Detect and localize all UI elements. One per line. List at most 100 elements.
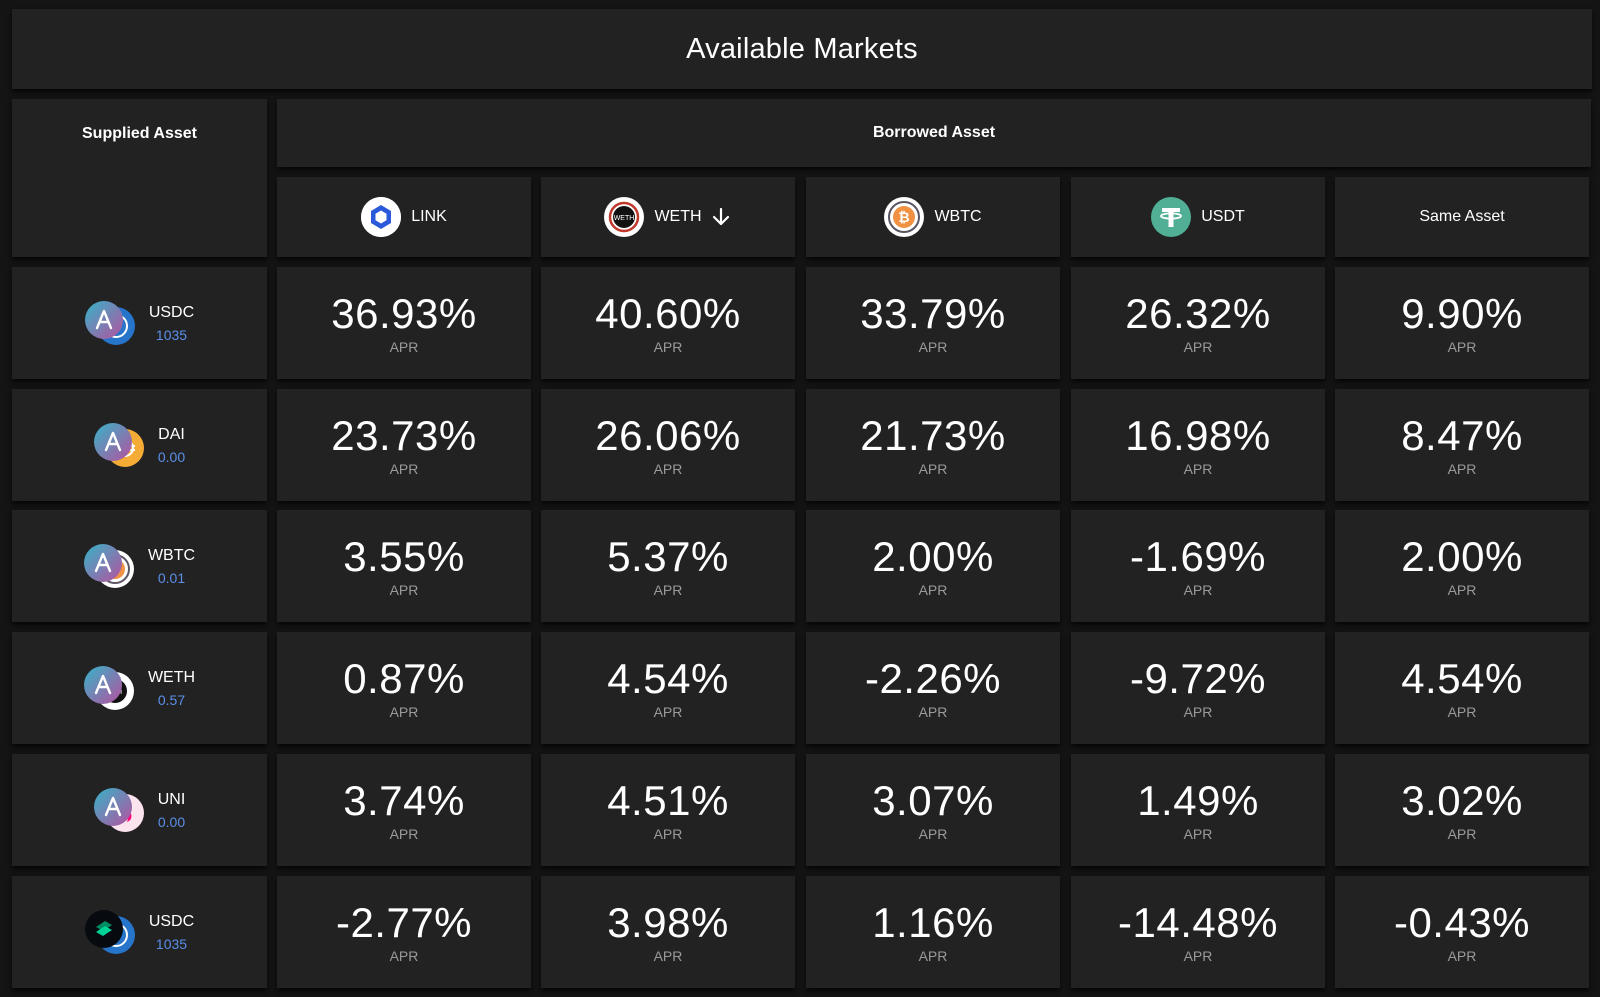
apr-value: 4.51% bbox=[607, 777, 729, 824]
apr-cell[interactable]: 5.37% APR bbox=[541, 510, 795, 622]
apr-cell[interactable]: 21.73% APR bbox=[806, 389, 1060, 501]
apr-value: -2.77% bbox=[335, 899, 473, 946]
column-label-wbtc: WBTC bbox=[934, 208, 982, 225]
column-label-weth: WETH bbox=[654, 208, 702, 225]
column-header-wbtc[interactable]: ₿ WBTC bbox=[806, 177, 1060, 257]
apr-cell[interactable]: 23.73% APR bbox=[277, 389, 531, 501]
asset-pair-icon: $ bbox=[84, 910, 137, 954]
apr-cell[interactable]: 4.54% APR bbox=[1335, 632, 1589, 744]
apr-label: APR bbox=[653, 826, 683, 842]
apr-value: 0.87% bbox=[343, 655, 465, 702]
arrow-down-icon[interactable] bbox=[710, 206, 732, 228]
apr-label: APR bbox=[1447, 704, 1477, 720]
apr-label: APR bbox=[1447, 461, 1477, 477]
supplied-row-dai[interactable]: DAI 0.00 bbox=[12, 389, 267, 501]
supplied-row-usdc-aave[interactable]: $ USDC 1035 bbox=[12, 267, 267, 379]
apr-cell[interactable]: 4.54% APR bbox=[541, 632, 795, 744]
column-label-same-asset: Same Asset bbox=[1419, 208, 1505, 225]
apr-label: APR bbox=[1183, 826, 1213, 842]
apr-value: 3.07% bbox=[872, 777, 994, 824]
asset-symbol: USDC bbox=[148, 912, 195, 930]
wbtc-icon: ₿ bbox=[884, 197, 925, 237]
apr-value: -1.69% bbox=[1129, 533, 1267, 580]
page-title: Available Markets bbox=[12, 9, 1592, 89]
apr-cell[interactable]: 4.51% APR bbox=[541, 754, 795, 866]
column-label-link: LINK bbox=[411, 208, 447, 225]
apr-label: APR bbox=[653, 704, 683, 720]
svg-text:WETH: WETH bbox=[614, 215, 635, 222]
apr-value: 33.79% bbox=[860, 290, 1006, 337]
apr-cell[interactable]: -9.72% APR bbox=[1071, 632, 1325, 744]
apr-value: -14.48% bbox=[1118, 899, 1278, 946]
asset-balance: 1035 bbox=[155, 935, 188, 952]
apr-value: -9.72% bbox=[1129, 655, 1267, 702]
asset-symbol: DAI bbox=[158, 425, 185, 443]
column-header-weth[interactable]: WETH WETH bbox=[541, 177, 795, 257]
asset-symbol: USDC bbox=[148, 303, 195, 321]
apr-cell[interactable]: 1.16% APR bbox=[806, 876, 1060, 988]
apr-label: APR bbox=[918, 461, 948, 477]
aave-icon bbox=[93, 423, 132, 461]
apr-value: 5.37% bbox=[607, 533, 729, 580]
apr-value: 4.54% bbox=[1401, 655, 1523, 702]
apr-cell[interactable]: 26.06% APR bbox=[541, 389, 795, 501]
borrowed-asset-header: Borrowed Asset bbox=[277, 99, 1591, 167]
apr-cell[interactable]: 33.79% APR bbox=[806, 267, 1060, 379]
column-header-link[interactable]: LINK bbox=[277, 177, 531, 257]
asset-pair-icon: ETH bbox=[83, 666, 136, 710]
supplied-row-usdc-compound[interactable]: $ USDC 1035 bbox=[12, 876, 267, 988]
supplied-row-weth[interactable]: ETH WETH 0.57 bbox=[12, 632, 267, 744]
apr-label: APR bbox=[1447, 582, 1477, 598]
apr-cell[interactable]: 26.32% APR bbox=[1071, 267, 1325, 379]
aave-icon bbox=[83, 666, 122, 704]
apr-value: 4.54% bbox=[607, 655, 729, 702]
apr-cell[interactable]: 2.00% APR bbox=[806, 510, 1060, 622]
aave-icon bbox=[93, 788, 132, 826]
apr-cell[interactable]: 2.00% APR bbox=[1335, 510, 1589, 622]
asset-symbol: UNI bbox=[157, 790, 186, 808]
apr-value: 3.55% bbox=[343, 533, 465, 580]
apr-label: APR bbox=[389, 704, 419, 720]
apr-cell[interactable]: -2.26% APR bbox=[806, 632, 1060, 744]
aave-icon bbox=[83, 544, 122, 582]
supplied-row-wbtc[interactable]: ₿ WBTC 0.01 bbox=[12, 510, 267, 622]
supplied-row-uni[interactable]: UNI 0.00 bbox=[12, 754, 267, 866]
apr-value: -0.43% bbox=[1393, 899, 1531, 946]
apr-value: 3.74% bbox=[343, 777, 465, 824]
asset-pair-icon: $ bbox=[84, 301, 137, 345]
asset-balance: 0.00 bbox=[157, 448, 186, 465]
apr-cell[interactable]: 3.07% APR bbox=[806, 754, 1060, 866]
apr-value: 2.00% bbox=[872, 533, 994, 580]
apr-cell[interactable]: 3.98% APR bbox=[541, 876, 795, 988]
apr-cell[interactable]: 3.74% APR bbox=[277, 754, 531, 866]
apr-cell[interactable]: 16.98% APR bbox=[1071, 389, 1325, 501]
apr-cell[interactable]: -1.69% APR bbox=[1071, 510, 1325, 622]
apr-value: 3.98% bbox=[607, 899, 729, 946]
apr-cell[interactable]: -0.43% APR bbox=[1335, 876, 1589, 988]
apr-label: APR bbox=[653, 948, 683, 964]
supplied-asset-label: Supplied Asset bbox=[82, 125, 197, 142]
apr-cell[interactable]: 3.55% APR bbox=[277, 510, 531, 622]
apr-label: APR bbox=[918, 948, 948, 964]
apr-cell[interactable]: 3.02% APR bbox=[1335, 754, 1589, 866]
column-label-usdt: USDT bbox=[1201, 208, 1245, 225]
apr-cell[interactable]: 8.47% APR bbox=[1335, 389, 1589, 501]
apr-label: APR bbox=[653, 582, 683, 598]
apr-value: 3.02% bbox=[1401, 777, 1523, 824]
asset-balance: 0.01 bbox=[157, 569, 186, 586]
apr-cell[interactable]: 9.90% APR bbox=[1335, 267, 1589, 379]
apr-cell[interactable]: -14.48% APR bbox=[1071, 876, 1325, 988]
apr-cell[interactable]: -2.77% APR bbox=[277, 876, 531, 988]
apr-value: -2.26% bbox=[864, 655, 1002, 702]
column-header-usdt[interactable]: USDT bbox=[1071, 177, 1325, 257]
apr-cell[interactable]: 1.49% APR bbox=[1071, 754, 1325, 866]
apr-value: 2.00% bbox=[1401, 533, 1523, 580]
apr-cell[interactable]: 36.93% APR bbox=[277, 267, 531, 379]
column-header-same-asset[interactable]: Same Asset bbox=[1335, 177, 1589, 257]
apr-value: 8.47% bbox=[1401, 412, 1523, 459]
apr-label: APR bbox=[918, 826, 948, 842]
apr-label: APR bbox=[918, 582, 948, 598]
apr-cell[interactable]: 0.87% APR bbox=[277, 632, 531, 744]
apr-label: APR bbox=[1447, 826, 1477, 842]
apr-cell[interactable]: 40.60% APR bbox=[541, 267, 795, 379]
